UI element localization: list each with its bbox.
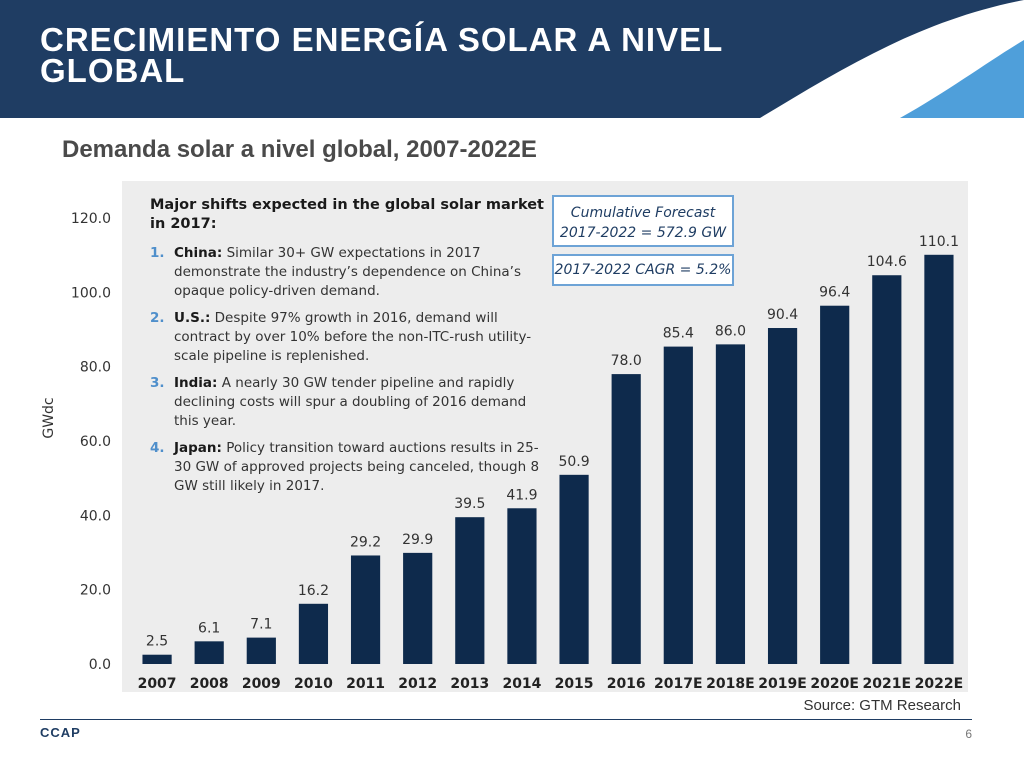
note-text: A nearly 30 GW tender pipeline and rapid… <box>174 375 527 429</box>
footer-divider <box>40 719 972 720</box>
note-item: 4. Japan: Policy transition toward aucti… <box>150 439 550 496</box>
note-text: Policy transition toward auctions result… <box>174 440 540 494</box>
y-tick-label: 20.0 <box>80 583 111 599</box>
y-tick-label: 60.0 <box>80 434 111 450</box>
bar-value-label: 104.6 <box>867 254 907 270</box>
slide-subtitle: Demanda solar a nivel global, 2007-2022E <box>62 136 537 163</box>
note-number: 3. <box>150 375 165 391</box>
x-tick-label: 2008 <box>190 676 229 692</box>
y-axis-label: GWdc <box>41 397 57 438</box>
market-notes: Major shifts expected in the global sola… <box>150 196 550 504</box>
bar-value-label: 29.9 <box>402 532 433 548</box>
bar <box>559 474 589 664</box>
x-tick-label: 2021E <box>863 676 912 692</box>
x-tick-label: 2009 <box>242 676 281 692</box>
y-axis: 0.0 20.0 40.0 60.0 80.0 100.0 120.0 <box>71 211 111 673</box>
bar-value-label: 50.9 <box>558 454 589 470</box>
slide-header: CRECIMIENTO ENERGÍA SOLAR A NIVEL GLOBAL <box>0 0 1024 118</box>
callout-line: Cumulative Forecast <box>570 205 716 221</box>
x-tick-label: 2017E <box>654 676 703 692</box>
x-tick-label: 2007 <box>138 676 177 692</box>
note-number: 1. <box>150 245 165 261</box>
x-tick-label: 2014 <box>502 676 541 692</box>
bar <box>350 555 381 664</box>
x-tick-label: 2020E <box>810 676 859 692</box>
x-tick-label: 2018E <box>706 676 755 692</box>
note-item: 3. India: A nearly 30 GW tender pipeline… <box>150 374 550 431</box>
header-wave-decoration <box>760 0 1024 118</box>
bar <box>924 254 954 665</box>
x-axis-labels: 2007 2008 2009 2010 2011 2012 2013 2014 2015 2016… <box>138 676 964 692</box>
bar-value-label: 16.2 <box>298 583 329 599</box>
source-note: Source: GTM Research <box>803 697 961 714</box>
callout-line: 2017-2022 = 572.9 GW <box>559 225 727 241</box>
bar-value-label: 78.0 <box>611 353 642 369</box>
bars <box>142 254 954 665</box>
note-item: 2. U.S.: Despite 97% growth in 2016, dem… <box>150 309 550 366</box>
notes-heading: Major shifts expected in the global sola… <box>150 197 544 232</box>
x-tick-label: 2012 <box>398 676 437 692</box>
bar <box>246 637 276 664</box>
bar-value-label: 41.9 <box>506 487 537 503</box>
bar <box>194 641 224 664</box>
bar <box>611 374 641 664</box>
bar-value-label: 96.4 <box>819 285 850 301</box>
cumulative-forecast-callout: Cumulative Forecast 2017-2022 = 572.9 GW <box>552 195 734 247</box>
x-tick-label: 2011 <box>346 676 385 692</box>
note-number: 2. <box>150 310 165 326</box>
bar <box>872 275 902 664</box>
bar <box>455 517 485 664</box>
x-tick-label: 2010 <box>294 676 333 692</box>
x-tick-label: 2016 <box>607 676 646 692</box>
page-number: 6 <box>965 727 972 741</box>
bar <box>820 305 850 664</box>
y-tick-label: 0.0 <box>89 657 111 673</box>
x-tick-label: 2015 <box>555 676 594 692</box>
bar-value-label: 7.1 <box>250 617 272 633</box>
bar <box>767 328 798 664</box>
bar <box>403 552 433 664</box>
bar-value-label: 90.4 <box>767 307 798 323</box>
value-labels: 2.5 6.1 7.1 16.2 29.2 29.9 39.5 41.9 50.9 78.0 85.… <box>146 234 959 650</box>
bar <box>142 654 172 664</box>
y-tick-label: 120.0 <box>71 211 111 227</box>
slide-title: CRECIMIENTO ENERGÍA SOLAR A NIVEL GLOBAL <box>40 21 723 89</box>
note-item: 1. China: Similar 30+ GW expectations in… <box>150 244 550 301</box>
bar <box>507 508 537 664</box>
y-tick-label: 40.0 <box>80 508 111 524</box>
bar-value-label: 29.2 <box>350 534 381 550</box>
x-tick-label: 2022E <box>915 676 964 692</box>
bar-value-label: 39.5 <box>454 496 485 512</box>
note-text: Despite 97% growth in 2016, demand will … <box>174 310 532 364</box>
note-label: U.S.: <box>174 310 211 326</box>
note-label: India: <box>174 375 218 391</box>
ccap-logo: CCAP <box>40 725 81 740</box>
bar-value-label: 110.1 <box>919 234 959 250</box>
note-label: China: <box>174 245 223 261</box>
bar-value-label: 2.5 <box>146 634 168 650</box>
cagr-callout: 2017-2022 CAGR = 5.2% <box>552 254 734 286</box>
x-tick-label: 2019E <box>758 676 807 692</box>
note-number: 4. <box>150 440 165 456</box>
bar <box>715 344 746 664</box>
bar <box>663 346 693 664</box>
bar-value-label: 6.1 <box>198 620 220 636</box>
y-tick-label: 100.0 <box>71 285 111 301</box>
bar-value-label: 85.4 <box>663 326 694 342</box>
x-tick-label: 2013 <box>450 676 489 692</box>
note-text: Similar 30+ GW expectations in 2017 demo… <box>174 245 521 299</box>
bar-value-label: 86.0 <box>715 323 746 339</box>
y-tick-label: 80.0 <box>80 360 111 376</box>
bar <box>298 603 329 664</box>
note-label: Japan: <box>174 440 222 456</box>
